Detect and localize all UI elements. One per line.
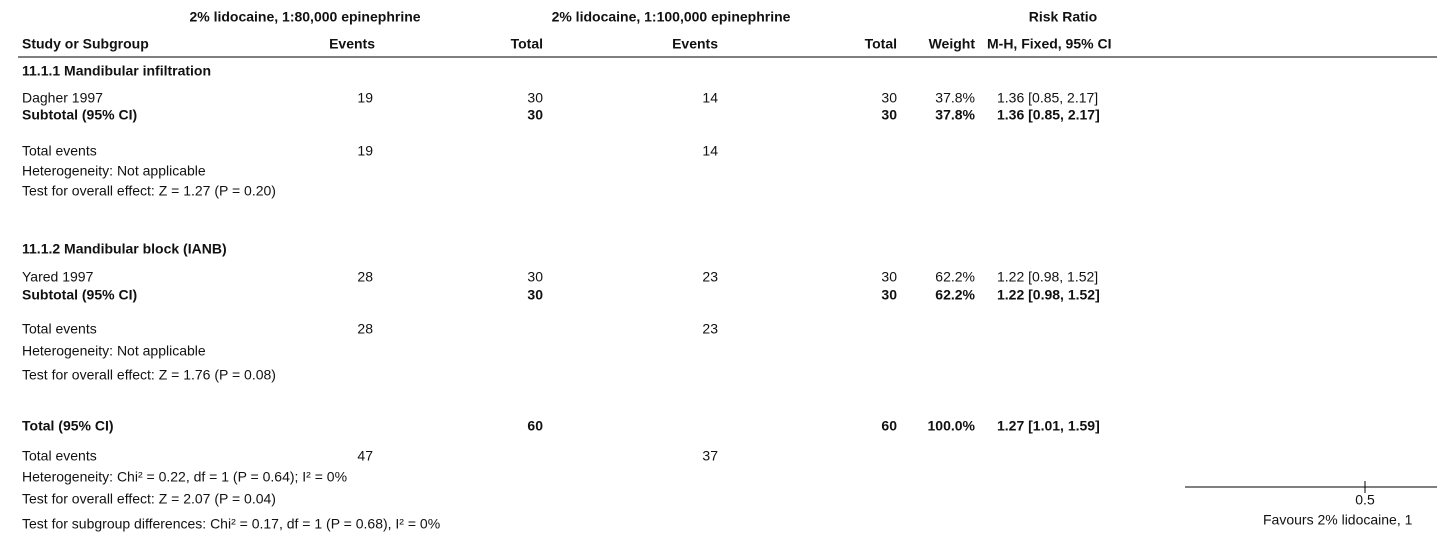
cell: 28: [357, 269, 373, 285]
column-header: Total: [511, 36, 543, 52]
cell: 1.36 [0.85, 2.17]: [997, 90, 1098, 106]
cell: 100.0%: [928, 418, 976, 434]
cell: 37: [702, 448, 718, 464]
cell: 19: [357, 90, 373, 106]
group2-header: 2% lidocaine, 1:100,000 epinephrine: [552, 9, 791, 25]
row-label: Heterogeneity: Chi² = 0.22, df = 1 (P = …: [22, 469, 347, 485]
row-label: Subtotal (95% CI): [22, 107, 137, 123]
cell: 30: [881, 269, 897, 285]
cell: 14: [702, 143, 718, 159]
cell: 62.2%: [935, 269, 975, 285]
cell: 30: [881, 287, 897, 303]
row-label: 11.1.1 Mandibular infiltration: [22, 63, 211, 79]
cell: 62.2%: [935, 287, 975, 303]
row-label: Total events: [22, 143, 97, 159]
cell: 1.27 [1.01, 1.59]: [997, 418, 1100, 434]
effect-header: Risk Ratio: [1029, 9, 1097, 25]
column-header: M-H, Fixed, 95% CI: [987, 36, 1111, 52]
cell: 1.22 [0.98, 1.52]: [997, 269, 1098, 285]
row-label: Yared 1997: [22, 269, 94, 285]
cell: 1.22 [0.98, 1.52]: [997, 287, 1100, 303]
cell: 47: [357, 448, 373, 464]
cell: 37.8%: [935, 90, 975, 106]
row-label: Dagher 1997: [22, 90, 103, 106]
row-label: Heterogeneity: Not applicable: [22, 343, 206, 359]
row-label: Test for overall effect: Z = 2.07 (P = 0…: [22, 491, 276, 507]
axis-tick-label: 0.5: [1355, 492, 1375, 508]
cell: 14: [702, 90, 718, 106]
column-header: Study or Subgroup: [22, 36, 149, 52]
cell: 37.8%: [935, 107, 975, 123]
cell: 23: [702, 269, 718, 285]
cell: 1.36 [0.85, 2.17]: [997, 107, 1100, 123]
cell: 30: [527, 107, 543, 123]
row-label: 11.1.2 Mandibular block (IANB): [22, 241, 227, 257]
cell: 60: [527, 418, 543, 434]
row-label: Heterogeneity: Not applicable: [22, 163, 206, 179]
axis-label: Favours 2% lidocaine, 1: [1263, 512, 1413, 528]
column-header: Events: [672, 36, 718, 52]
row-label: Subtotal (95% CI): [22, 287, 137, 303]
cell: 30: [881, 90, 897, 106]
cell: 30: [527, 269, 543, 285]
cell: 30: [881, 107, 897, 123]
row-label: Total (95% CI): [22, 418, 114, 434]
row-label: Total events: [22, 321, 97, 337]
row-label: Total events: [22, 448, 97, 464]
row-label: Test for overall effect: Z = 1.76 (P = 0…: [22, 367, 276, 383]
column-header: Weight: [929, 36, 976, 52]
row-label: Test for overall effect: Z = 1.27 (P = 0…: [22, 183, 276, 199]
cell: 30: [527, 90, 543, 106]
row-label: Test for subgroup differences: Chi² = 0.…: [22, 516, 440, 532]
cell: 60: [881, 418, 897, 434]
group1-header: 2% lidocaine, 1:80,000 epinephrine: [189, 9, 420, 25]
cell: 28: [357, 321, 373, 337]
column-header: Total: [865, 36, 897, 52]
cell: 30: [527, 287, 543, 303]
column-header: Events: [329, 36, 375, 52]
cell: 23: [702, 321, 718, 337]
cell: 19: [357, 143, 373, 159]
